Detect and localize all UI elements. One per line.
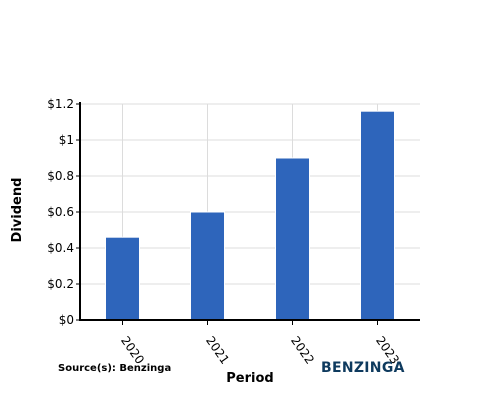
y-tick-labels: $0 $0.2 $0.4 $0.6 $0.8 $1 $1.2: [47, 97, 74, 327]
x-axis-title: Period: [226, 371, 273, 386]
bars: [105, 110, 395, 321]
x-tick-label: 2020: [118, 334, 147, 367]
source-credit: Source(s): Benzinga: [58, 363, 172, 374]
y-tick-label: $1.2: [47, 97, 74, 111]
y-tick-label: $0.6: [47, 205, 74, 219]
bar-2021: [190, 211, 225, 321]
y-tick-label: $0.2: [47, 277, 74, 291]
axes: [76, 102, 420, 325]
y-tick-label: $1: [59, 133, 74, 147]
x-tick-label: 2022: [288, 334, 317, 367]
y-tick-label: $0.8: [47, 169, 74, 183]
bar-2020: [105, 236, 140, 321]
bar-2022: [275, 157, 310, 321]
y-axis-title: Dividend: [10, 178, 25, 243]
y-tick-label: $0.4: [47, 241, 74, 255]
y-tick-label: $0: [59, 313, 74, 327]
benzinga-logo: BENZINGA: [321, 360, 405, 376]
x-tick-label: 2021: [203, 334, 232, 367]
bar-2023: [360, 110, 395, 321]
